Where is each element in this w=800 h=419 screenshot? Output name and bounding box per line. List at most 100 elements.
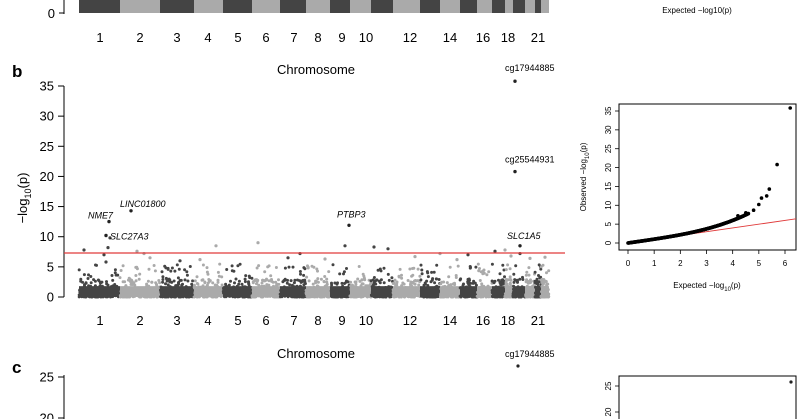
panel-a-manhattan-band <box>440 0 460 13</box>
manhattan-point <box>82 273 86 277</box>
manhattan-point <box>506 278 510 282</box>
manhattan-point <box>302 273 306 277</box>
point-annotation-label: cg25544931 <box>505 155 555 165</box>
qq-point <box>775 162 779 167</box>
annotated-point <box>107 219 111 224</box>
chrom-tick-label: 18 <box>501 313 515 328</box>
point-annotation-label: SLC1A5 <box>507 231 542 241</box>
manhattan-point <box>386 247 390 251</box>
chrom-tick-label: 4 <box>204 313 211 328</box>
panel-b-qq-plot: 0 1 2 3 4 5 6 0 5 10 15 20 25 30 35 Expected −log10(p… <box>579 103 797 293</box>
manhattan-point <box>166 266 170 270</box>
panel-c-probe-label: cg17944885 <box>505 349 555 359</box>
panel-c-letter: c <box>12 358 21 377</box>
manhattan-point <box>178 259 182 263</box>
manhattan-point <box>350 283 354 287</box>
manhattan-point-band <box>492 286 505 297</box>
panel-a-manhattan-band <box>280 0 306 13</box>
manhattan-point <box>315 267 319 271</box>
manhattan-point <box>543 255 547 259</box>
qq-y-tick-label: 25 <box>604 144 613 153</box>
manhattan-point <box>183 268 187 272</box>
manhattan-point <box>518 277 522 281</box>
manhattan-point <box>382 281 386 285</box>
panel-b-manhattan-points <box>77 236 551 299</box>
manhattan-point <box>411 281 415 285</box>
manhattan-point <box>119 269 123 272</box>
manhattan-point <box>205 283 209 287</box>
manhattan-point <box>476 262 480 266</box>
manhattan-point <box>419 278 423 282</box>
manhattan-point <box>312 265 316 269</box>
manhattan-point <box>216 270 220 274</box>
manhattan-point <box>434 277 438 281</box>
manhattan-point <box>512 272 516 276</box>
panel-a-manhattan-band <box>513 0 525 13</box>
manhattan-point <box>255 278 259 282</box>
manhattan-point <box>133 283 137 287</box>
manhattan-point <box>185 273 189 277</box>
manhattan-point <box>230 269 234 273</box>
panel-a: 0 1 2 3 4 5 6 7 8 9 10 12 14 16 18 21 Expected −log10(… <box>48 0 732 45</box>
manhattan-point <box>393 278 397 282</box>
manhattan-point <box>418 274 422 278</box>
panel-a-manhattan-band <box>541 0 549 13</box>
panel-b-title: Chromosome <box>277 62 355 77</box>
manhattan-point <box>181 282 184 286</box>
manhattan-point <box>190 282 194 286</box>
manhattan-point <box>161 275 165 279</box>
manhattan-point <box>509 278 513 282</box>
y-tick-label: 15 <box>40 199 54 214</box>
manhattan-point <box>130 279 134 283</box>
chrom-tick-label: 6 <box>262 313 269 328</box>
manhattan-point <box>316 277 320 281</box>
manhattan-point <box>479 270 483 274</box>
manhattan-point <box>238 262 242 266</box>
manhattan-point <box>453 283 457 287</box>
manhattan-point <box>291 265 295 269</box>
manhattan-point <box>508 275 512 279</box>
manhattan-point <box>435 263 439 267</box>
manhattan-point <box>196 282 200 286</box>
manhattan-point <box>218 262 222 266</box>
manhattan-point-band <box>252 286 280 297</box>
manhattan-point <box>93 279 97 283</box>
qq-y-tick-label: 30 <box>604 125 613 134</box>
manhattan-point <box>528 256 532 260</box>
manhattan-point <box>508 267 512 271</box>
manhattan-point <box>390 276 394 280</box>
manhattan-point <box>82 248 86 252</box>
panel-a-manhattan-band <box>420 0 440 13</box>
manhattan-point <box>161 278 165 281</box>
manhattan-point <box>108 236 112 240</box>
manhattan-point <box>95 263 98 267</box>
panel-b-letter: b <box>12 62 22 81</box>
manhattan-point <box>169 269 173 273</box>
manhattan-point <box>183 278 187 282</box>
manhattan-point <box>330 283 334 287</box>
manhattan-point <box>343 244 347 248</box>
manhattan-point <box>411 273 415 277</box>
manhattan-point <box>137 277 141 281</box>
manhattan-point <box>482 268 486 272</box>
manhattan-point <box>376 268 380 272</box>
manhattan-point-band <box>440 286 460 297</box>
manhattan-point <box>514 264 518 268</box>
manhattan-point <box>400 273 403 277</box>
manhattan-point <box>264 278 268 282</box>
manhattan-point <box>422 283 426 287</box>
manhattan-point <box>409 280 413 284</box>
panel-c-qq-frame <box>618 375 797 419</box>
manhattan-point-band <box>541 286 549 297</box>
manhattan-point <box>296 278 299 282</box>
manhattan-point <box>150 280 154 284</box>
manhattan-point <box>234 277 238 281</box>
manhattan-point <box>420 272 424 276</box>
manhattan-point <box>426 275 430 279</box>
qq-y-tick-label: 35 <box>604 106 613 115</box>
manhattan-point <box>354 282 358 286</box>
manhattan-point <box>409 282 412 286</box>
panel-a-manhattan-band <box>79 0 120 13</box>
manhattan-point <box>176 283 180 287</box>
